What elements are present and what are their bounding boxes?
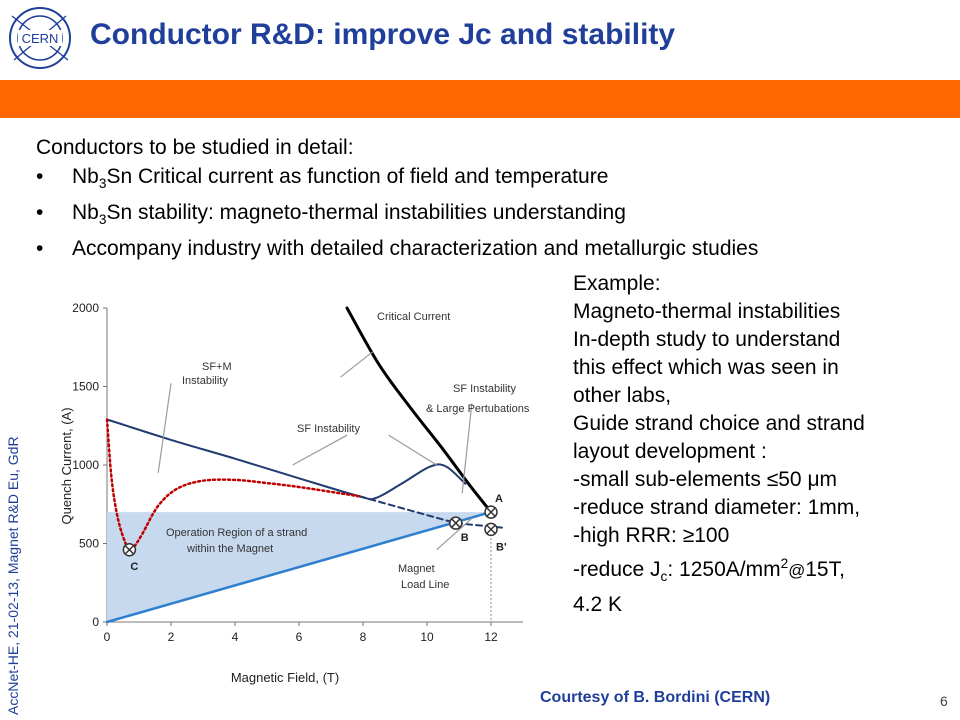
example-line: other labs, — [573, 384, 672, 407]
x-tick-label: 6 — [296, 630, 303, 644]
example-line: -small sub-elements ≤50 μm — [573, 468, 838, 491]
label-operation-region-2: within the Magnet — [186, 543, 273, 555]
point-cross — [486, 507, 496, 517]
chart-xlabel: Magnetic Field, (T) — [231, 670, 339, 685]
example-line: Magneto-thermal instabilities — [573, 300, 841, 323]
y-tick-label: 0 — [92, 615, 99, 629]
x-tick-label: 4 — [232, 630, 239, 644]
example-line: -reduce strand diameter: 1mm, — [573, 496, 861, 519]
annotation-arrow — [436, 517, 473, 551]
courtesy-text: Courtesy of B. Bordini (CERN) — [540, 689, 771, 706]
point-cross — [124, 545, 134, 555]
point-cross — [486, 524, 496, 534]
bullet-list: • Nb3Sn Critical current as function of f… — [36, 162, 936, 263]
chart-plot: A B B' C — [105, 306, 507, 624]
label-load-line: Magnet — [398, 563, 435, 575]
example-line: -high RRR: ≥100 — [573, 524, 730, 547]
annotation-arrow — [292, 434, 348, 466]
y-tick-label: 1500 — [72, 380, 99, 394]
label-operation-region: Operation Region of a strand — [166, 527, 307, 539]
label-critical-current: Critical Current — [377, 311, 450, 323]
series-line-dotted-red — [105, 418, 362, 552]
intro-text: Conductors to be studied in detail: — [36, 136, 354, 159]
example-line: In-depth study to understand — [573, 328, 841, 351]
label-sf-large: SF Instability — [453, 383, 516, 395]
page-number: 6 — [940, 693, 948, 709]
point-label-C: C — [130, 561, 138, 573]
bullet-item: • Nb3Sn stability: magneto-thermal instab… — [36, 201, 626, 228]
label-sfm: SF+M — [202, 361, 232, 373]
example-line: Example: — [573, 272, 661, 295]
annotation-arrow — [388, 434, 437, 466]
annotation-arrow — [461, 403, 473, 494]
x-tick-label: 0 — [104, 630, 111, 644]
side-footer-text: AccNet-HE, 21-02-13, Magnet R&D Eu, GdR — [5, 436, 21, 715]
point-cross — [451, 518, 461, 528]
example-block: Example: Magneto-thermal instabilities I… — [573, 270, 953, 619]
example-line: layout development : — [573, 440, 767, 463]
bullet-item: • Nb3Sn Critical current as function of f… — [36, 165, 609, 192]
label-sfm-2: Instability — [182, 375, 228, 387]
point-label-B': B' — [496, 541, 507, 553]
y-tick-label: 1000 — [72, 458, 99, 472]
y-tick-label: 500 — [79, 537, 99, 551]
example-line: Guide strand choice and strand — [573, 412, 865, 435]
chart-ylabel: Quench Current, (A) — [59, 407, 74, 524]
x-tick-label: 2 — [168, 630, 175, 644]
logo-text: CERN — [22, 31, 59, 46]
y-tick-label: 2000 — [72, 301, 99, 315]
chart-axes: 0 2 4 6 8 10 12 0 500 1000 1500 2000 — [72, 301, 523, 644]
x-tick-label: 12 — [484, 630, 498, 644]
x-tick-label: 10 — [420, 630, 434, 644]
label-load-line-2: Load Line — [401, 579, 449, 591]
point-label-B: B — [461, 532, 469, 544]
cern-logo: CERN — [9, 7, 71, 69]
x-tick-label: 8 — [360, 630, 367, 644]
bullet-item: • Accompany industry with detailed charac… — [36, 237, 759, 261]
annotation-arrow — [157, 383, 172, 473]
series-line-solid-black-thick — [345, 306, 493, 514]
annotation-arrow — [340, 351, 373, 378]
point-label-A: A — [495, 493, 503, 505]
accent-bar — [0, 80, 960, 118]
series-line-solid-navy — [106, 418, 467, 501]
label-sf-large-2: & Large Pertubations — [426, 403, 530, 415]
series-line-load-line-blue — [105, 510, 493, 624]
example-line: 4.2 K — [573, 593, 623, 617]
label-sf-instability: SF Instability — [297, 423, 360, 435]
example-line: this effect which was seen in — [573, 356, 839, 379]
slide-title: Conductor R&D: improve Jc and stability — [90, 18, 676, 51]
example-line-jc: -reduce Jc: 1250A/mm2@15T, — [573, 556, 845, 585]
quench-current-chart: 0 2 4 6 8 10 12 0 500 1000 1500 2000 A B B' C Magnetic… — [59, 301, 530, 685]
